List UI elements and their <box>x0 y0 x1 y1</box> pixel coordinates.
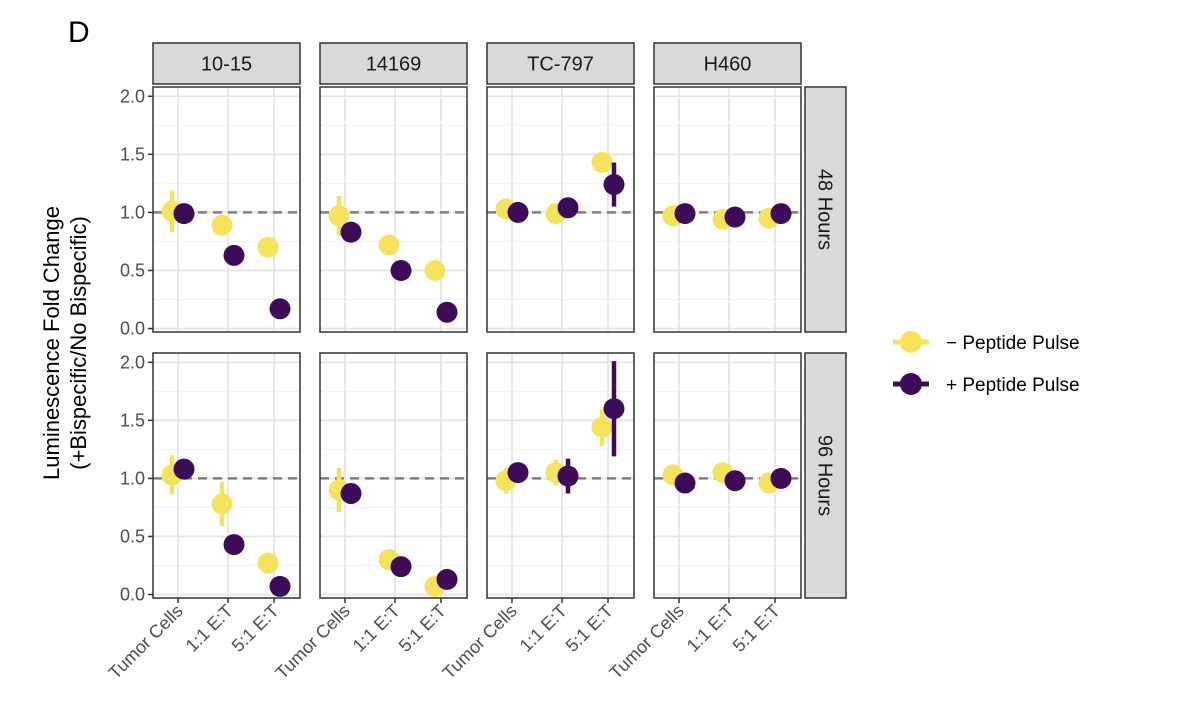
data-point <box>724 470 746 492</box>
panel-frame <box>486 352 635 599</box>
data-point <box>770 467 792 489</box>
data-point <box>173 458 195 480</box>
y-tick-label: 1.5 <box>120 144 145 164</box>
data-point <box>340 482 362 504</box>
y-tick-label: 1.0 <box>120 468 145 488</box>
legend-item-minus-peptide: − Peptide Pulse <box>893 331 1080 354</box>
legend: − Peptide Pulse + Peptide Pulse <box>893 331 1080 396</box>
panel-frame <box>319 352 468 599</box>
x-tick-label-tumor-cells: Tumor Cells <box>105 601 187 683</box>
data-point <box>591 151 613 173</box>
facet-strip-14169 <box>319 42 468 85</box>
x-tick-label-5-1-e-t: 5:1 E:T <box>395 601 450 656</box>
facet-strip-label-10-15: 10-15 <box>201 54 252 76</box>
data-point <box>674 472 696 494</box>
x-tick-label-5-1-e-t: 5:1 E:T <box>729 601 784 656</box>
y-tick-label: 2.0 <box>120 352 145 372</box>
data-point <box>223 244 245 266</box>
data-point <box>436 568 458 590</box>
data-point <box>507 462 529 484</box>
data-point <box>340 221 362 243</box>
data-point <box>770 203 792 225</box>
data-point <box>211 493 233 515</box>
data-point <box>674 203 696 225</box>
facet-strip-10-15 <box>152 42 301 85</box>
data-point <box>390 259 412 281</box>
y-axis-title-line1: Luminescence Fold Change <box>39 206 64 480</box>
x-tick-label-1-1-e-t: 1:1 E:T <box>349 601 404 656</box>
facet-strip-label-96-hours: 96 Hours <box>814 435 836 516</box>
legend-key-dot-minus <box>900 331 922 353</box>
legend-key-dot-plus <box>900 373 922 395</box>
facet-panels: 10-15 14169 TC-797 H460 48 Hours 96 Hours 0.0 0… <box>105 42 847 683</box>
data-point <box>603 398 625 420</box>
data-point <box>211 214 233 236</box>
x-tick-label-5-1-e-t: 5:1 E:T <box>228 601 283 656</box>
y-tick-label: 0.5 <box>120 526 145 546</box>
panel-frame <box>486 86 635 333</box>
data-point <box>557 465 579 487</box>
facet-strip-label-48-hours: 48 Hours <box>814 169 836 250</box>
data-point <box>603 174 625 196</box>
panel-10-15-96-hours <box>152 352 301 599</box>
facet-strip-label-14169: 14169 <box>366 54 422 76</box>
panel-label: D <box>68 16 90 49</box>
x-tick-label-1-1-e-t: 1:1 E:T <box>516 601 571 656</box>
data-point <box>557 197 579 219</box>
x-tick-label-1-1-e-t: 1:1 E:T <box>683 601 738 656</box>
data-point <box>269 575 291 597</box>
data-point <box>257 552 279 574</box>
y-tick-label: 2.0 <box>120 86 145 106</box>
data-point <box>328 205 350 227</box>
y-tick-label: 0.0 <box>120 319 145 339</box>
x-tick-label-tumor-cells: Tumor Cells <box>606 601 688 683</box>
data-point <box>591 416 613 438</box>
panel-frame <box>152 352 301 599</box>
panel-frame <box>653 352 802 599</box>
facet-strip-label-h460: H460 <box>704 54 752 76</box>
data-point <box>390 556 412 578</box>
facet-strip-h460 <box>653 42 802 85</box>
data-point <box>436 301 458 323</box>
data-point <box>424 259 446 281</box>
y-tick-label: 0.5 <box>120 260 145 280</box>
x-tick-label-tumor-cells: Tumor Cells <box>272 601 354 683</box>
panel-frame <box>152 86 301 333</box>
panel-10-15-48-hours <box>152 86 301 333</box>
data-point <box>257 236 279 258</box>
series-peptide-pulse <box>173 162 792 597</box>
data-point <box>507 201 529 223</box>
x-tick-label-1-1-e-t: 1:1 E:T <box>182 601 237 656</box>
y-tick-label: 1.5 <box>120 410 145 430</box>
data-point <box>724 206 746 228</box>
data-point <box>223 534 245 556</box>
legend-label-minus: − Peptide Pulse <box>946 333 1080 354</box>
data-point <box>269 298 291 320</box>
y-tick-label: 1.0 <box>120 202 145 222</box>
legend-label-plus: + Peptide Pulse <box>946 375 1080 396</box>
x-tick-label-tumor-cells: Tumor Cells <box>439 601 521 683</box>
panel-frame <box>319 86 468 333</box>
panel-frame <box>653 86 802 333</box>
facet-strip-label-tc-797: TC-797 <box>527 54 594 76</box>
y-axis-title-line2: (+Bispecific/No Bispecific) <box>66 216 91 470</box>
y-tick-label: 0.0 <box>120 585 145 605</box>
x-tick-label-5-1-e-t: 5:1 E:T <box>562 601 617 656</box>
data-point <box>378 234 400 256</box>
data-point <box>173 203 195 225</box>
facet-strip-tc-797 <box>486 42 635 85</box>
facet-strip-96-hours <box>804 352 847 599</box>
legend-item-plus-peptide: + Peptide Pulse <box>893 373 1080 396</box>
facet-strip-48-hours <box>804 86 847 333</box>
